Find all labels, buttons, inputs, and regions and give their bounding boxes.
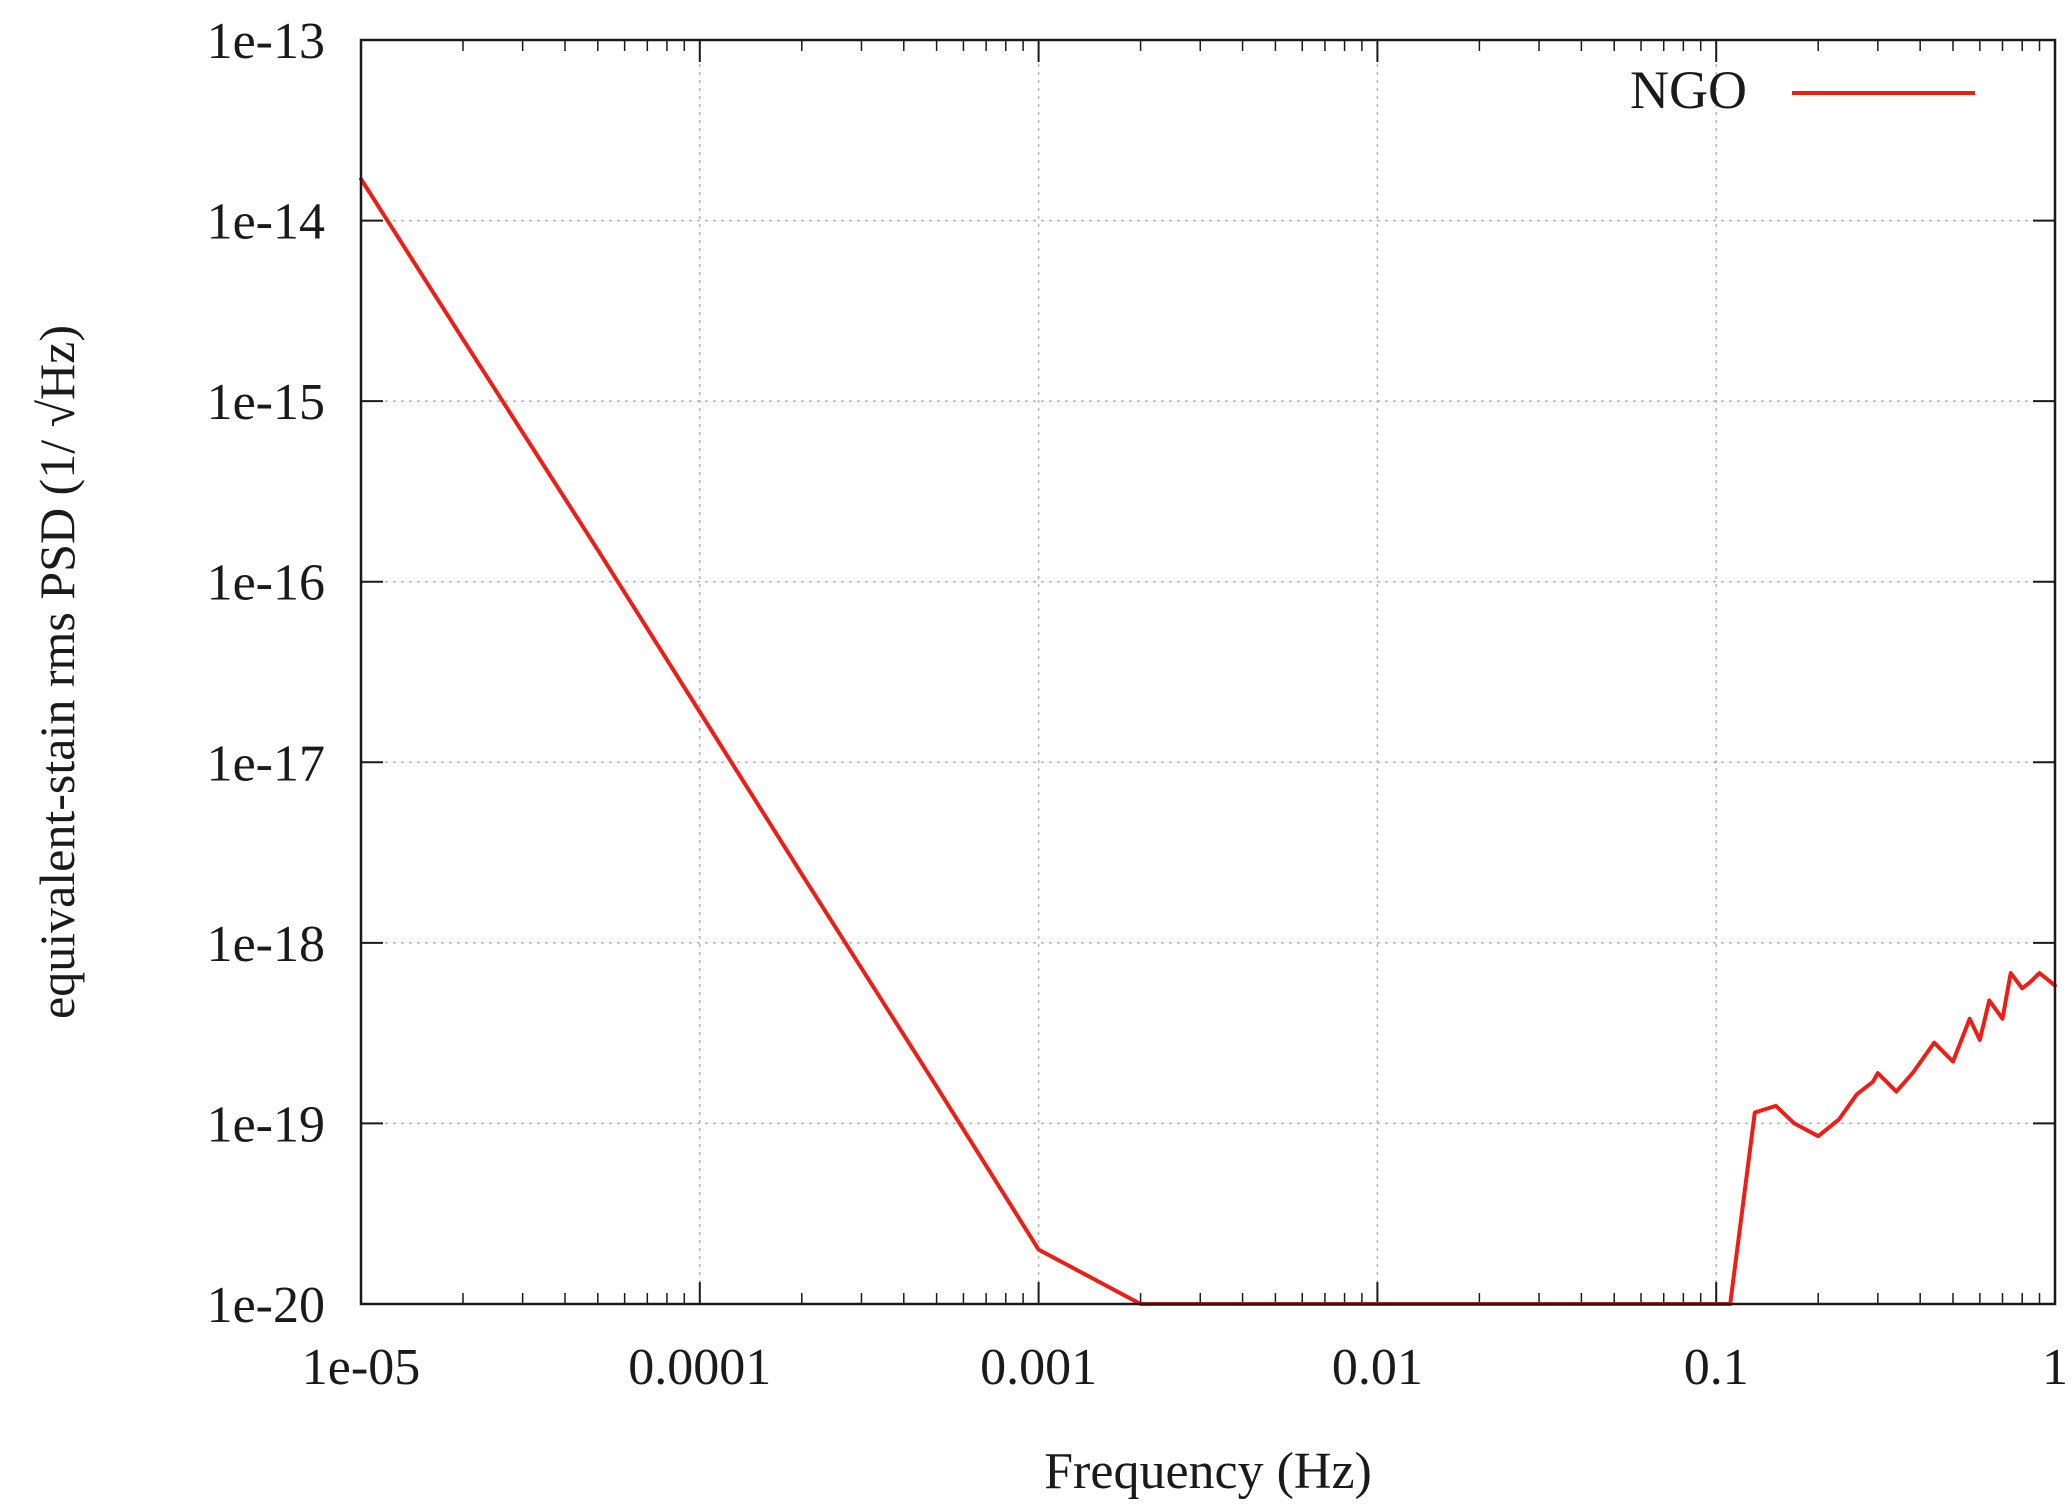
x-tick-label: 1	[2042, 1339, 2068, 1396]
plot-frame	[361, 40, 2055, 1304]
y-tick-label: 1e-18	[207, 916, 325, 973]
y-tick-label: 1e-16	[207, 555, 325, 612]
grid-lines	[361, 40, 2055, 1304]
series-line-ngo	[361, 179, 2055, 1304]
x-tick-labels: 1e-05 0.0001 0.001 0.01 0.1 1	[302, 1339, 2068, 1396]
x-tick-label: 0.1	[1684, 1339, 1749, 1396]
axis-ticks	[361, 40, 2055, 1304]
y-tick-label: 1e-14	[207, 194, 325, 251]
x-tick-label: 0.001	[980, 1339, 1097, 1396]
y-tick-label: 1e-19	[207, 1096, 325, 1153]
legend: NGO	[1630, 60, 1975, 120]
y-axis-label: equivalent-stain rms PSD (1/ √Hz)	[29, 325, 85, 1019]
y-tick-label: 1e-13	[207, 13, 325, 70]
x-tick-label: 1e-05	[302, 1339, 420, 1396]
y-tick-label: 1e-17	[207, 735, 325, 792]
y-tick-label: 1e-15	[207, 374, 325, 431]
x-tick-label: 0.01	[1332, 1339, 1423, 1396]
x-axis-label: Frequency (Hz)	[1044, 1443, 1372, 1500]
x-tick-label: 0.0001	[628, 1339, 771, 1396]
y-tick-labels: 1e-13 1e-14 1e-15 1e-16 1e-17 1e-18 1e-19 1e-20	[207, 13, 325, 1334]
legend-label-ngo: NGO	[1630, 60, 1747, 120]
y-tick-label: 1e-20	[207, 1277, 325, 1334]
series-layer	[361, 179, 2055, 1304]
